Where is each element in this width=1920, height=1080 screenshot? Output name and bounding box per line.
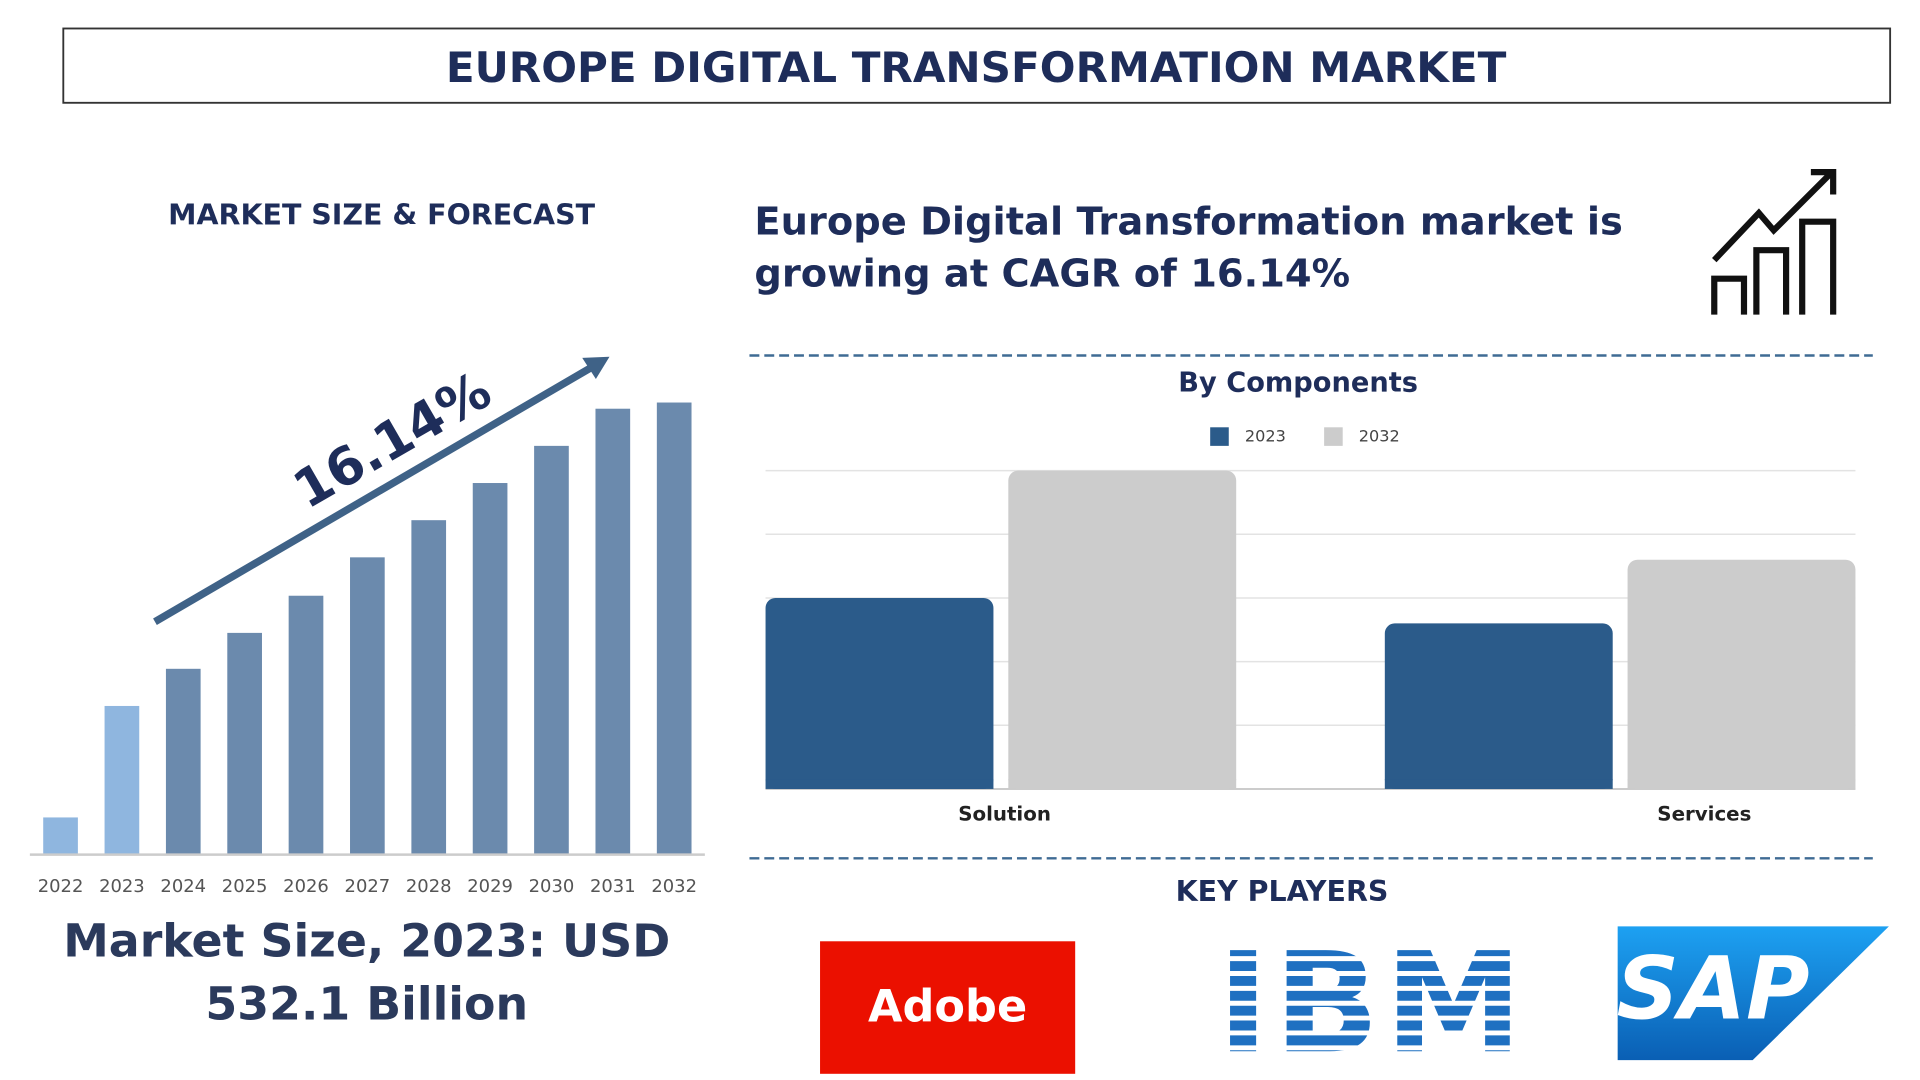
bar <box>1384 623 1613 789</box>
bar <box>472 483 508 855</box>
legend-label: 2032 <box>1359 427 1400 446</box>
sap-logo: SAP <box>1616 939 1809 1039</box>
bar-foot <box>1384 779 1613 789</box>
adobe-logo-bg <box>820 941 1076 1074</box>
x-tick-label: 2022 <box>38 876 84 897</box>
x-tick-label: Services <box>1657 802 1751 825</box>
icon-bar <box>1799 218 1837 315</box>
adobe-logo: Adobe <box>868 980 1027 1032</box>
bar <box>43 817 78 855</box>
chart-title: MARKET SIZE & FORECAST <box>168 199 595 232</box>
chart-title: By Components <box>1178 367 1418 398</box>
bar <box>534 445 569 855</box>
bar <box>104 705 140 855</box>
icon-bar <box>1711 275 1748 315</box>
bar <box>227 632 262 855</box>
bar <box>165 668 201 855</box>
x-tick-label: 2026 <box>283 876 329 897</box>
icon-bar <box>1753 247 1790 315</box>
x-tick-label: 2028 <box>406 876 452 897</box>
bar <box>595 408 631 855</box>
legend-swatch <box>1324 427 1343 446</box>
icon-arrow <box>1712 171 1833 263</box>
icon-arrow-head <box>1810 169 1837 195</box>
x-tick-label: 2031 <box>590 876 636 897</box>
x-tick-label: 2029 <box>467 876 513 897</box>
x-tick-label: 2024 <box>160 876 206 897</box>
market-size-line: Market Size, 2023: USD <box>63 913 670 967</box>
bar <box>1008 470 1237 789</box>
x-tick-label: 2032 <box>651 876 697 897</box>
bar <box>350 557 385 855</box>
bar <box>765 597 994 789</box>
header-box <box>62 27 1892 104</box>
x-tick-label: 2030 <box>529 876 575 897</box>
legend-label: 2023 <box>1245 427 1286 446</box>
market-size-line: 532.1 Billion <box>205 976 528 1030</box>
x-tick-label: 2023 <box>99 876 145 897</box>
bar-foot <box>1008 779 1237 789</box>
ibm-stripes <box>1220 956 1530 1051</box>
arrow-head <box>582 356 610 379</box>
growth-arrow <box>153 360 599 625</box>
bar <box>411 520 447 855</box>
header-title: EUROPE DIGITAL TRANSFORMATION MARKET <box>446 43 1507 92</box>
bar <box>656 402 692 855</box>
x-tick-label: 2027 <box>345 876 391 897</box>
bar-foot <box>765 779 994 789</box>
key-players-title: KEY PLAYERS <box>1176 875 1389 908</box>
bar <box>1627 559 1856 789</box>
sap-logo-bg <box>1617 926 1889 1061</box>
x-tick-label: Solution <box>958 802 1051 825</box>
cagr-line: growing at CAGR of 16.14% <box>754 252 1350 297</box>
x-tick-label: 2025 <box>222 876 268 897</box>
bar-foot <box>1627 779 1856 789</box>
cagr-line: Europe Digital Transformation market is <box>754 200 1622 245</box>
legend-swatch <box>1210 427 1229 446</box>
bar <box>288 595 324 855</box>
growth-icon <box>1711 169 1837 315</box>
